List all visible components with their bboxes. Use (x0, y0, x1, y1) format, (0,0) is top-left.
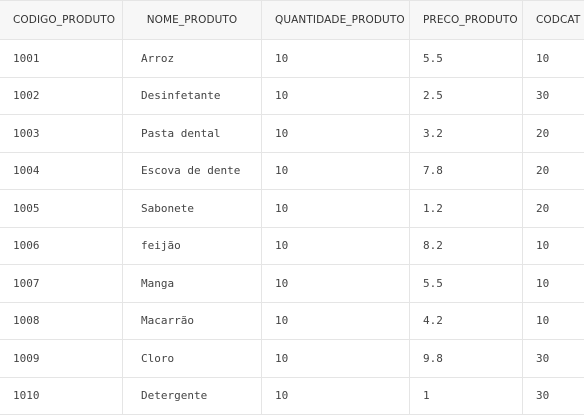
cell-codigo-produto: 1009 (0, 339, 123, 378)
cell-codcat: 30 (522, 76, 584, 115)
cell-quantidade-produto: 10 (261, 189, 410, 228)
column-header-preco-produto[interactable]: PRECO_PRODUTO (409, 0, 523, 40)
cell-preco-produto: 7.8 (409, 151, 523, 190)
table-row: 1010 Detergente 10 1 30 (0, 376, 584, 415)
cell-nome-produto: Manga (122, 264, 262, 303)
cell-codcat: 20 (522, 151, 584, 190)
table-row: 1008 Macarrão 10 4.2 10 (0, 301, 584, 340)
table-row: 1009 Cloro 10 9.8 30 (0, 339, 584, 378)
cell-preco-produto: 3.2 (409, 114, 523, 153)
cell-nome-produto: Escova de dente (122, 151, 262, 190)
cell-preco-produto: 1.2 (409, 189, 523, 228)
column-header-quantidade-produto[interactable]: QUANTIDADE_PRODUTO (261, 0, 410, 40)
cell-codigo-produto: 1006 (0, 226, 123, 265)
cell-quantidade-produto: 10 (261, 301, 410, 340)
table-row: 1004 Escova de dente 10 7.8 20 (0, 151, 584, 190)
cell-codigo-produto: 1001 (0, 39, 123, 78)
cell-nome-produto: Cloro (122, 339, 262, 378)
cell-codigo-produto: 1010 (0, 376, 123, 415)
cell-preco-produto: 2.5 (409, 76, 523, 115)
cell-nome-produto: Sabonete (122, 189, 262, 228)
cell-preco-produto: 5.5 (409, 39, 523, 78)
cell-codigo-produto: 1005 (0, 189, 123, 228)
column-header-nome-produto[interactable]: NOME_PRODUTO (122, 0, 262, 40)
cell-codigo-produto: 1007 (0, 264, 123, 303)
cell-quantidade-produto: 10 (261, 151, 410, 190)
table-row: 1003 Pasta dental 10 3.2 20 (0, 114, 584, 153)
cell-preco-produto: 8.2 (409, 226, 523, 265)
table-row: 1006 feijão 10 8.2 10 (0, 226, 584, 265)
table-body: 1001 Arroz 10 5.5 10 1002 Desinfetante 1… (0, 39, 584, 415)
table-row: 1007 Manga 10 5.5 10 (0, 264, 584, 303)
cell-preco-produto: 1 (409, 376, 523, 415)
column-header-codigo-produto[interactable]: CODIGO_PRODUTO (0, 0, 123, 40)
cell-quantidade-produto: 10 (261, 76, 410, 115)
cell-preco-produto: 5.5 (409, 264, 523, 303)
cell-codigo-produto: 1003 (0, 114, 123, 153)
cell-codcat: 10 (522, 226, 584, 265)
table-row: 1005 Sabonete 10 1.2 20 (0, 189, 584, 228)
cell-codcat: 30 (522, 339, 584, 378)
cell-preco-produto: 4.2 (409, 301, 523, 340)
cell-codigo-produto: 1002 (0, 76, 123, 115)
column-header-codcat[interactable]: CODCAT (522, 0, 584, 40)
cell-quantidade-produto: 10 (261, 114, 410, 153)
cell-quantidade-produto: 10 (261, 339, 410, 378)
cell-nome-produto: Macarrão (122, 301, 262, 340)
cell-nome-produto: Pasta dental (122, 114, 262, 153)
table-header: CODIGO_PRODUTO NOME_PRODUTO QUANTIDADE_P… (0, 0, 584, 40)
cell-codcat: 30 (522, 376, 584, 415)
cell-nome-produto: Arroz (122, 39, 262, 78)
cell-codcat: 10 (522, 39, 584, 78)
cell-codigo-produto: 1008 (0, 301, 123, 340)
cell-quantidade-produto: 10 (261, 376, 410, 415)
cell-preco-produto: 9.8 (409, 339, 523, 378)
cell-quantidade-produto: 10 (261, 39, 410, 78)
cell-nome-produto: Detergente (122, 376, 262, 415)
cell-codcat: 10 (522, 301, 584, 340)
cell-nome-produto: Desinfetante (122, 76, 262, 115)
cell-quantidade-produto: 10 (261, 226, 410, 265)
cell-codcat: 20 (522, 189, 584, 228)
header-row: CODIGO_PRODUTO NOME_PRODUTO QUANTIDADE_P… (0, 0, 584, 40)
cell-quantidade-produto: 10 (261, 264, 410, 303)
table-row: 1001 Arroz 10 5.5 10 (0, 39, 584, 78)
table-row: 1002 Desinfetante 10 2.5 30 (0, 76, 584, 115)
cell-codigo-produto: 1004 (0, 151, 123, 190)
cell-codcat: 20 (522, 114, 584, 153)
cell-codcat: 10 (522, 264, 584, 303)
cell-nome-produto: feijão (122, 226, 262, 265)
